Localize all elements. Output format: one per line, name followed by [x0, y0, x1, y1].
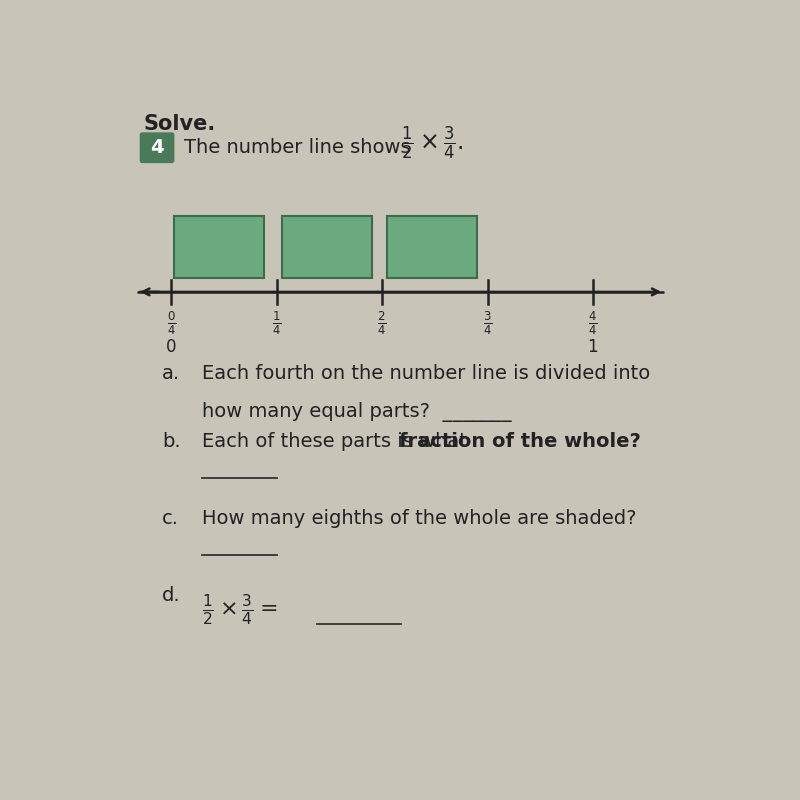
Text: $\frac{1}{4}$: $\frac{1}{4}$ — [272, 309, 282, 337]
Bar — [282, 216, 371, 278]
Text: b.: b. — [162, 432, 181, 450]
Text: $\frac{1}{2} \times \frac{3}{4} =$: $\frac{1}{2} \times \frac{3}{4} =$ — [202, 592, 278, 627]
Text: $\frac{4}{4}$: $\frac{4}{4}$ — [588, 309, 598, 337]
Text: fraction of the whole?: fraction of the whole? — [399, 432, 642, 450]
Text: a.: a. — [162, 364, 180, 383]
Text: 4: 4 — [150, 138, 164, 158]
Bar — [387, 216, 477, 278]
Text: 0: 0 — [166, 338, 177, 356]
Text: c.: c. — [162, 509, 179, 528]
Text: Each fourth on the number line is divided into: Each fourth on the number line is divide… — [202, 364, 650, 383]
Text: The number line shows: The number line shows — [184, 138, 417, 158]
Bar — [174, 216, 264, 278]
Text: How many eighths of the whole are shaded?: How many eighths of the whole are shaded… — [202, 509, 637, 528]
Text: 1: 1 — [587, 338, 598, 356]
Text: $\frac{1}{2} \times \frac{3}{4}.$: $\frac{1}{2} \times \frac{3}{4}.$ — [401, 124, 463, 162]
Text: how many equal parts?  _______: how many equal parts? _______ — [202, 402, 512, 422]
FancyBboxPatch shape — [140, 132, 174, 163]
Text: d.: d. — [162, 586, 181, 605]
Text: $\frac{2}{4}$: $\frac{2}{4}$ — [378, 309, 387, 337]
Text: Solve.: Solve. — [143, 114, 216, 134]
Text: $\frac{0}{4}$: $\frac{0}{4}$ — [166, 309, 176, 337]
Text: $\frac{3}{4}$: $\frac{3}{4}$ — [482, 309, 492, 337]
Text: Each of these parts is what: Each of these parts is what — [202, 432, 474, 450]
